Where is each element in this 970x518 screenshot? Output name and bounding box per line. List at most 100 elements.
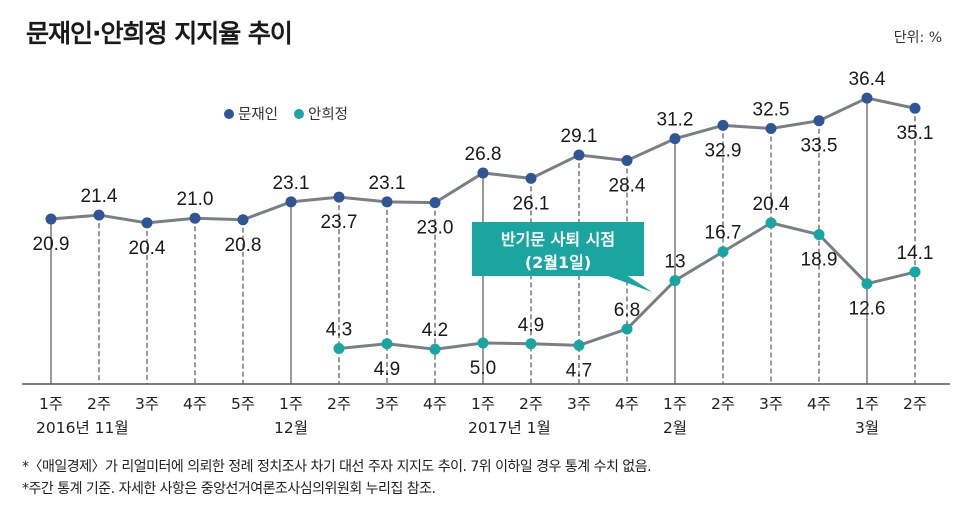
data-point-moon	[45, 213, 57, 225]
data-point-moon	[813, 115, 825, 127]
data-point-ahn	[381, 338, 393, 350]
x-tick-label: 1주	[39, 395, 63, 413]
data-label-moon: 26.8	[465, 144, 502, 165]
x-tick-label: 2주	[87, 395, 111, 413]
data-point-moon	[93, 209, 105, 221]
data-point-moon	[717, 119, 729, 131]
data-label-ahn: 20.4	[753, 194, 790, 215]
footnotes: *〈매일경제〉가 리얼미터에 의뢰한 정례 정치조사 차기 대선 주자 지지도 …	[22, 456, 652, 500]
x-tick-label: 4주	[807, 395, 831, 413]
x-tick-label: 2주	[519, 395, 543, 413]
data-label-ahn: 4.9	[518, 315, 544, 336]
data-label-ahn: 4.7	[566, 360, 592, 381]
data-label-ahn: 4.2	[422, 320, 448, 341]
x-tick-label: 2주	[327, 395, 351, 413]
footnote-2: *주간 통계 기준. 자세한 사항은 중앙선거여론조사심의위원회 누리집 참조.	[22, 481, 436, 497]
data-label-moon: 21.0	[177, 189, 214, 210]
data-label-moon: 20.8	[225, 235, 262, 256]
data-label-ahn: 14.1	[897, 243, 934, 264]
x-tick-label: 4주	[615, 395, 639, 413]
data-label-moon: 28.4	[609, 175, 646, 196]
x-tick-label: 4주	[423, 395, 447, 413]
callout-date: (2월1일)	[525, 253, 591, 272]
data-point-ahn	[717, 246, 729, 258]
data-label-ahn: 13	[664, 252, 685, 273]
data-label-moon: 23.1	[273, 173, 310, 194]
data-label-moon: 35.1	[897, 123, 934, 144]
data-label-ahn: 6.8	[614, 300, 640, 321]
data-label-moon: 23.0	[417, 218, 454, 239]
data-label-moon: 32.9	[705, 140, 742, 161]
data-point-moon	[861, 92, 873, 104]
data-label-moon: 23.1	[369, 173, 406, 194]
x-tick-label: 3주	[375, 395, 399, 413]
data-point-ahn	[861, 278, 873, 290]
x-tick-label: 4주	[183, 395, 207, 413]
chart-title: 문재인·안희정 지지율 추이	[26, 19, 293, 48]
data-point-moon	[669, 133, 681, 145]
data-label-ahn: 12.6	[849, 299, 886, 320]
data-label-ahn: 16.7	[705, 223, 742, 244]
data-label-moon: 33.5	[801, 136, 838, 157]
data-points	[45, 92, 921, 355]
data-point-moon	[621, 154, 633, 166]
data-point-ahn	[573, 339, 585, 351]
data-point-moon	[381, 196, 393, 208]
data-label-moon: 20.9	[33, 234, 70, 255]
data-point-ahn	[765, 217, 777, 229]
data-point-moon	[573, 149, 585, 161]
data-point-ahn	[669, 275, 681, 287]
month-label: 3월	[855, 419, 879, 437]
x-tick-label: 2주	[903, 395, 927, 413]
x-tick-label: 3주	[567, 395, 591, 413]
month-label: 12월	[274, 419, 308, 437]
x-tick-label: 1주	[279, 395, 303, 413]
data-label-moon: 29.1	[561, 126, 598, 147]
data-point-moon	[525, 172, 537, 184]
data-label-moon: 26.1	[513, 193, 550, 214]
data-point-moon	[189, 212, 201, 224]
data-point-ahn	[621, 323, 633, 335]
data-label-moon: 21.4	[81, 186, 118, 207]
data-label-moon: 23.7	[321, 212, 358, 233]
data-point-moon	[765, 123, 777, 134]
data-point-ahn	[909, 266, 921, 278]
data-point-moon	[477, 167, 489, 179]
month-label: 2017년 1월	[468, 419, 551, 437]
gridlines	[50, 98, 916, 384]
data-label-ahn: 18.9	[801, 250, 838, 271]
data-label-ahn: 4.9	[374, 359, 400, 380]
legend-label-ahn: 안희정	[308, 106, 348, 123]
data-point-ahn	[477, 337, 489, 349]
data-point-moon	[141, 217, 153, 229]
data-labels: 20.9 21.4 20.4 21.0 20.8 23.1 23.7 23.1 23.0 26.8…	[33, 69, 934, 381]
data-label-ahn: 5.0	[470, 358, 496, 379]
x-tick-label: 3주	[135, 395, 159, 413]
data-point-ahn	[525, 338, 537, 350]
data-point-moon	[285, 196, 297, 208]
callout-annotation: 반기문 사퇴 시점 (2월1일)	[472, 222, 652, 292]
data-point-moon	[237, 214, 249, 226]
x-tick-label: 1주	[663, 395, 687, 413]
x-axis: 1주 2주 3주 4주 5주 1주 2주 3주 4주 1주 2주 3주 4주 1주 2주 3주 4주 1주 2주 20…	[22, 383, 950, 437]
unit-label: 단위: %	[893, 30, 942, 46]
legend-marker-ahn	[294, 109, 304, 119]
data-point-ahn	[429, 343, 441, 355]
data-point-moon	[333, 191, 345, 203]
x-tick-label: 1주	[855, 395, 879, 413]
legend-marker-moon	[224, 109, 234, 119]
footnote-1: *〈매일경제〉가 리얼미터에 의뢰한 정례 정치조사 차기 대선 주자 지지도 …	[22, 459, 652, 475]
x-tick-label: 2주	[711, 395, 735, 413]
data-point-moon	[429, 197, 441, 209]
data-point-ahn	[333, 342, 345, 354]
data-label-moon: 36.4	[849, 69, 886, 90]
legend: 문재인 안희정	[224, 106, 348, 123]
data-label-moon: 31.2	[657, 110, 694, 131]
legend-label-moon: 문재인	[238, 106, 278, 123]
data-label-ahn: 4.3	[326, 319, 352, 340]
x-tick-label: 1주	[471, 395, 495, 413]
x-tick-label: 3주	[759, 395, 783, 413]
data-label-moon: 20.4	[129, 238, 166, 259]
data-point-moon	[909, 102, 921, 114]
